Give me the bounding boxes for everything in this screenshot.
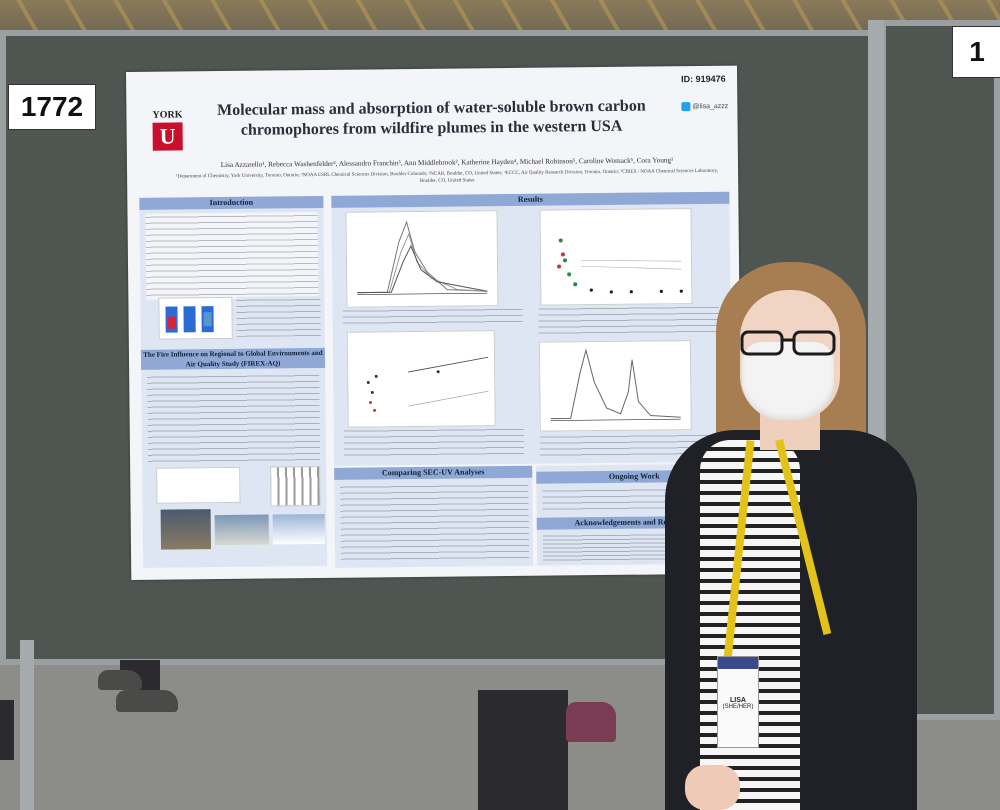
background-person-legs: [478, 690, 568, 810]
results-figure-spectra: [345, 210, 499, 308]
university-logo: YORK U: [148, 109, 187, 157]
figure-6-caption: [343, 425, 525, 458]
booth-number-left: 1772: [8, 84, 96, 130]
logo-letter: U: [152, 122, 183, 151]
figure-5-caption: [538, 303, 719, 336]
twitter-icon: [681, 102, 691, 112]
section-comparing-sec-uv: Comparing SEC-UV Analyses: [334, 465, 533, 480]
glasses-icon: [740, 330, 836, 356]
intro-figure: [158, 296, 233, 340]
section-introduction: Introduction: [139, 195, 324, 210]
background-shoe: [116, 690, 178, 712]
background-shoe: [566, 702, 616, 742]
twitter-handle-text: @lisa_azzz: [692, 103, 729, 111]
sec-column-figure: [270, 465, 321, 507]
background-shoe: [98, 670, 142, 690]
aircraft-photo: [214, 514, 269, 546]
badge-pronouns: (SHE/HER): [722, 704, 754, 710]
introduction-text: [145, 212, 319, 300]
intro-figure-caption: [236, 295, 321, 337]
section-firex-aq: The Fire Influence on Regional to Global…: [140, 347, 326, 370]
presenter-striped-shirt: [700, 440, 800, 810]
poster-title: Molecular mass and absorption of water-s…: [217, 97, 646, 139]
name-badge: LISA (SHE/HER): [717, 656, 759, 748]
badge-name: LISA: [730, 697, 746, 704]
aircraft-photo: [272, 513, 325, 545]
results-figure-absorption: [346, 330, 496, 428]
comparing-text: [340, 481, 530, 564]
presenter-hand: [685, 765, 740, 810]
firex-aq-text: [147, 371, 321, 466]
board-pole-left: [20, 640, 34, 810]
aircraft-photo: [160, 509, 212, 550]
results-figure-mw-absorption: [538, 340, 692, 432]
badge-header: [718, 657, 758, 669]
booth-number-right: 1: [952, 26, 1000, 78]
instrument-figure: [156, 466, 241, 504]
poster-id: ID: 919476: [681, 73, 726, 85]
logo-text: YORK: [152, 109, 183, 121]
twitter-handle: @lisa_azzz: [681, 102, 729, 112]
figure-4-caption: [342, 305, 523, 328]
poster-affiliations: ¹Department of Chemistry, York Universit…: [176, 168, 719, 184]
background-person-legs: [0, 700, 14, 760]
results-figure-scatter-age: [539, 208, 693, 306]
research-poster: YORK U Molecular mass and absorption of …: [126, 65, 743, 580]
